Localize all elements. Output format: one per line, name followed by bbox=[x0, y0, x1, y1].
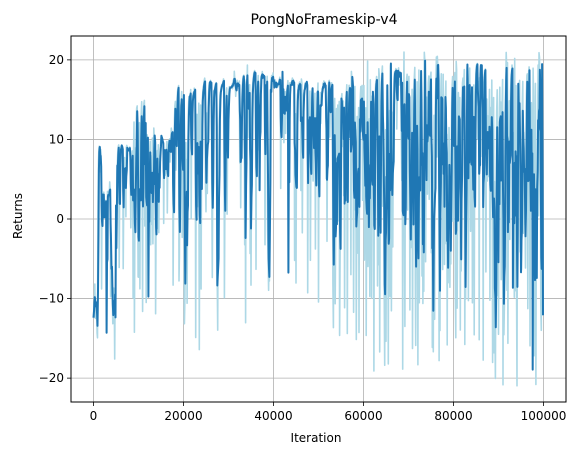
series-smoothed-returns bbox=[92, 59, 544, 371]
y-tick-label: −10 bbox=[39, 292, 64, 306]
x-axis-ticks: 0 20000 40000 60000 80000 100000 bbox=[90, 402, 567, 423]
y-tick-label: 0 bbox=[56, 212, 64, 226]
x-tick-label: 100000 bbox=[521, 409, 567, 423]
x-tick-label: 0 bbox=[90, 409, 98, 423]
y-axis-ticks: −20 −10 0 10 20 bbox=[39, 53, 71, 385]
x-tick-label: 60000 bbox=[344, 409, 382, 423]
y-tick-label: −20 bbox=[39, 371, 64, 385]
x-tick-label: 80000 bbox=[434, 409, 472, 423]
y-tick-label: 20 bbox=[49, 53, 64, 67]
x-tick-label: 40000 bbox=[254, 409, 292, 423]
x-axis-label: Iteration bbox=[291, 431, 342, 445]
x-tick-label: 20000 bbox=[164, 409, 202, 423]
chart-title: PongNoFrameskip-v4 bbox=[251, 12, 398, 28]
smoothed-returns-line bbox=[92, 59, 544, 371]
y-tick-label: 10 bbox=[49, 132, 64, 146]
y-axis-label: Returns bbox=[11, 193, 25, 239]
